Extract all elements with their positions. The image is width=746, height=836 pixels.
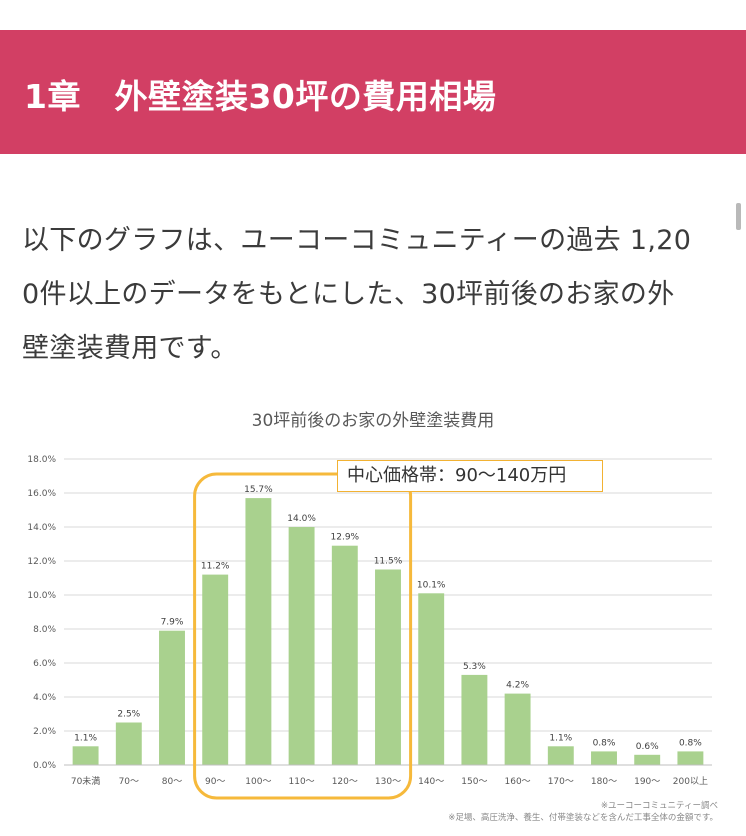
category-label: 200以上 (673, 776, 708, 787)
intro-line: 以下のグラフは、ユーコーコミュニティーの過去 1,20 (22, 225, 692, 256)
bar (72, 746, 99, 765)
data-label: 0.8% (593, 738, 616, 748)
category-label: 70〜 (119, 777, 139, 787)
category-label: 70未満 (71, 775, 100, 787)
bar (159, 630, 185, 765)
section-header: 1章 外壁塗装30坪の費用相場 (0, 30, 746, 154)
chart-svg: 0.0% 2.0% 4.0% 6.0% 8.0% 10.0% 12.0% 14.0% 16.0%… (27, 455, 712, 800)
y-tick-label: 8.0% (33, 625, 56, 635)
y-tick-label: 14.0% (27, 523, 56, 533)
data-label: 5.3% (463, 662, 486, 672)
category-label: 120〜 (332, 777, 358, 787)
bar (331, 545, 358, 765)
bar (634, 754, 661, 765)
scrollbar-thumb[interactable] (736, 203, 741, 230)
section-title: 1章 外壁塗装30坪の費用相場 (24, 77, 497, 116)
category-label: 150〜 (461, 777, 487, 787)
bar (288, 527, 315, 765)
category-label: 170〜 (548, 777, 574, 787)
bar (202, 574, 229, 765)
bar (461, 674, 488, 765)
cost-chart: 30坪前後のお家の外壁塗装費用 0.0% 2.0% 4.0% 6.0% 8.0% 10.0… (0, 390, 746, 836)
category-label: 190〜 (634, 777, 660, 787)
category-label: 100〜 (245, 777, 271, 787)
y-tick-label: 2.0% (33, 727, 56, 737)
data-label: 2.5% (117, 710, 140, 720)
y-tick-label: 0.0% (33, 761, 56, 771)
bar (591, 751, 617, 765)
y-tick-label: 10.0% (27, 591, 56, 601)
y-tick-label: 12.0% (27, 557, 56, 567)
data-label: 4.2% (506, 681, 529, 691)
y-tick-label: 18.0% (27, 455, 56, 465)
y-tick-label: 16.0% (27, 489, 56, 499)
chart-note-source: ※ユーコーコミュニティー調べ (600, 801, 718, 811)
bar (375, 569, 401, 765)
data-label: 10.1% (417, 580, 446, 590)
y-tick-label: 6.0% (33, 659, 56, 669)
intro-line: 0件以上のデータをもとにした、30坪前後のお家の外 (22, 279, 675, 310)
data-label: 0.6% (636, 742, 659, 752)
data-label: 15.7% (244, 485, 273, 495)
category-label: 80〜 (162, 777, 182, 787)
data-label: 14.0% (287, 514, 316, 524)
bar (115, 722, 142, 765)
data-label: 11.5% (374, 557, 403, 567)
category-label: 160〜 (505, 777, 531, 787)
bar (245, 498, 272, 765)
intro-line: 壁塗装費用です。 (22, 333, 238, 364)
category-label: 130〜 (375, 777, 401, 787)
category-label: 110〜 (289, 777, 315, 787)
data-label: 11.2% (201, 562, 230, 572)
bar (677, 751, 704, 765)
data-label: 1.1% (549, 733, 572, 743)
chart-title: 30坪前後のお家の外壁塗装費用 (251, 411, 495, 431)
data-label: 7.9% (161, 618, 184, 628)
price-range-callout: 中心価格帯：90〜140万円 (337, 460, 603, 492)
data-label: 1.1% (74, 733, 97, 743)
bar (547, 746, 574, 765)
data-label: 0.8% (679, 738, 702, 748)
intro-paragraph: 以下のグラフは、ユーコーコミュニティーの過去 1,20 0件以上のデータをもとに… (22, 214, 718, 376)
category-label: 140〜 (418, 777, 444, 787)
category-label: 180〜 (591, 777, 617, 787)
bar (418, 593, 445, 765)
chart-note-scope: ※足場、高圧洗浄、養生、付帯塗装などを含んだ工事全体の金額です。 (448, 813, 718, 823)
price-range-highlight (193, 472, 413, 800)
y-tick-label: 4.0% (33, 693, 56, 703)
category-label: 90〜 (205, 777, 225, 787)
bar (504, 693, 531, 765)
data-label: 12.9% (331, 533, 360, 543)
